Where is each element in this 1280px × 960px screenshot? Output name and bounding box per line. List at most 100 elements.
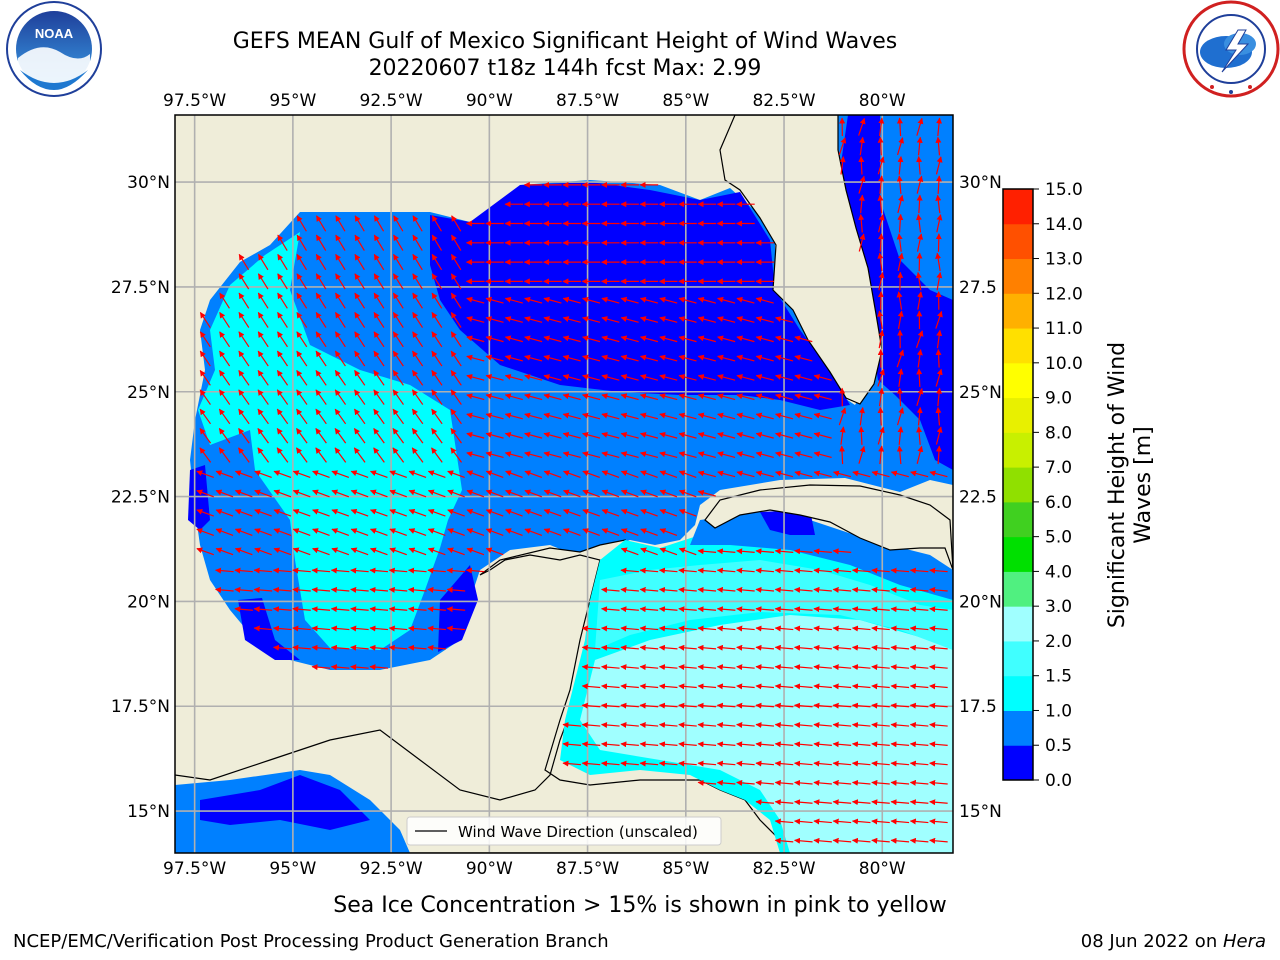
wave-arrow	[273, 508, 292, 517]
wave-arrow	[716, 779, 736, 786]
wave-arrow	[562, 412, 581, 420]
wave-arrow	[562, 393, 581, 401]
wave-arrow	[658, 683, 678, 690]
wave-arrow	[774, 586, 794, 593]
lon-label-top: 92.5°W	[360, 91, 423, 111]
wave-arrow	[916, 368, 923, 387]
wave-arrow	[794, 606, 813, 613]
wave-arrow	[852, 470, 871, 478]
wave-arrow	[601, 316, 620, 323]
wave-arrow	[601, 528, 620, 536]
wave-arrow	[354, 350, 366, 367]
colorbar-segment	[1003, 432, 1033, 468]
wave-arrow	[639, 683, 659, 690]
gulf-water-band-0.0-0.5	[430, 182, 850, 410]
wave-arrow	[427, 470, 446, 479]
wave-arrow	[640, 470, 658, 479]
wave-arrow	[839, 426, 846, 445]
wave-arrow	[909, 741, 929, 748]
wave-arrow	[353, 447, 366, 463]
lat-label-left: 22.5°N	[111, 488, 170, 508]
wave-arrow	[562, 335, 581, 343]
wave-arrow	[813, 586, 832, 593]
wave-arrow	[335, 292, 346, 309]
wave-arrow	[697, 760, 717, 767]
wave-arrow	[678, 721, 697, 728]
colorbar-tick-label: 15.0	[1045, 180, 1083, 200]
wave-arrow	[929, 644, 948, 651]
wave-arrow	[851, 799, 871, 806]
wave-arrow	[871, 760, 890, 767]
wave-arrow	[716, 567, 736, 574]
wave-arrow	[832, 625, 852, 632]
wave-arrow	[427, 644, 446, 651]
chart-title: GEFS MEAN Gulf of Mexico Significant Hei…	[233, 29, 898, 54]
wave-arrow	[929, 567, 948, 574]
wave-arrow	[878, 233, 885, 252]
wave-arrow	[915, 213, 922, 233]
wave-arrow	[505, 489, 523, 498]
wave-arrow	[238, 447, 250, 463]
wave-arrow	[916, 194, 923, 214]
wave-arrow	[219, 311, 231, 328]
wave-arrow	[716, 683, 736, 690]
wave-arrow	[543, 508, 562, 517]
wave-arrow	[581, 760, 601, 767]
wave-arrow	[640, 547, 658, 556]
wave-arrow	[755, 393, 774, 401]
legend-label: Wind Wave Direction (unscaled)	[458, 823, 698, 841]
nws-logo-icon	[1182, 0, 1280, 98]
wave-arrow	[330, 664, 350, 671]
wave-arrow	[755, 644, 775, 651]
west-coast-low-band	[188, 465, 210, 530]
wave-arrow	[794, 799, 813, 806]
wave-arrow	[774, 837, 794, 844]
wave-arrow	[354, 331, 366, 348]
wave-arrow	[388, 625, 408, 632]
wave-arrow	[524, 528, 543, 536]
wave-arrow	[601, 606, 620, 613]
wave-arrow	[620, 412, 639, 420]
wave-arrow	[408, 625, 427, 632]
wave-arrow	[935, 310, 943, 329]
wave-arrow	[450, 389, 462, 405]
wave-arrow	[373, 428, 385, 444]
wave-arrow	[658, 702, 678, 709]
wave-arrow	[373, 369, 385, 386]
wave-arrow	[640, 528, 658, 536]
lon-label-bottom: 97.5°W	[163, 859, 226, 879]
wave-arrow	[350, 664, 369, 671]
wave-arrow	[929, 664, 948, 671]
wave-arrow	[485, 431, 504, 439]
wave-arrow	[450, 292, 462, 309]
wave-arrow	[716, 606, 736, 613]
wave-arrow	[412, 369, 424, 386]
wave-arrow	[697, 316, 716, 323]
wave-arrow	[257, 369, 269, 386]
wave-arrow	[832, 567, 852, 574]
wave-arrow	[581, 644, 601, 651]
wave-arrow	[369, 644, 389, 651]
wave-arrow	[639, 431, 659, 439]
wave-arrow	[832, 548, 852, 555]
wave-arrow	[485, 335, 504, 343]
wave-arrow	[199, 428, 212, 444]
wave-arrow	[717, 393, 736, 401]
wave-arrow	[774, 548, 794, 555]
wave-arrow	[369, 489, 388, 498]
wave-arrow	[369, 508, 388, 517]
wave-arrow	[315, 292, 327, 309]
wave-arrow	[936, 214, 943, 233]
wave-arrow	[794, 721, 813, 728]
wave-arrow	[659, 412, 678, 420]
wave-arrow	[335, 234, 346, 251]
wave-arrow	[450, 253, 462, 271]
footer-host: Hera	[1222, 931, 1266, 952]
lon-label-bottom: 80°W	[859, 859, 906, 879]
wave-arrow	[878, 117, 885, 136]
wave-arrow	[292, 606, 311, 613]
wave-arrow	[466, 547, 485, 556]
wave-arrow	[276, 408, 289, 425]
wave-arrow	[354, 292, 366, 309]
wave-arrow	[601, 508, 620, 517]
